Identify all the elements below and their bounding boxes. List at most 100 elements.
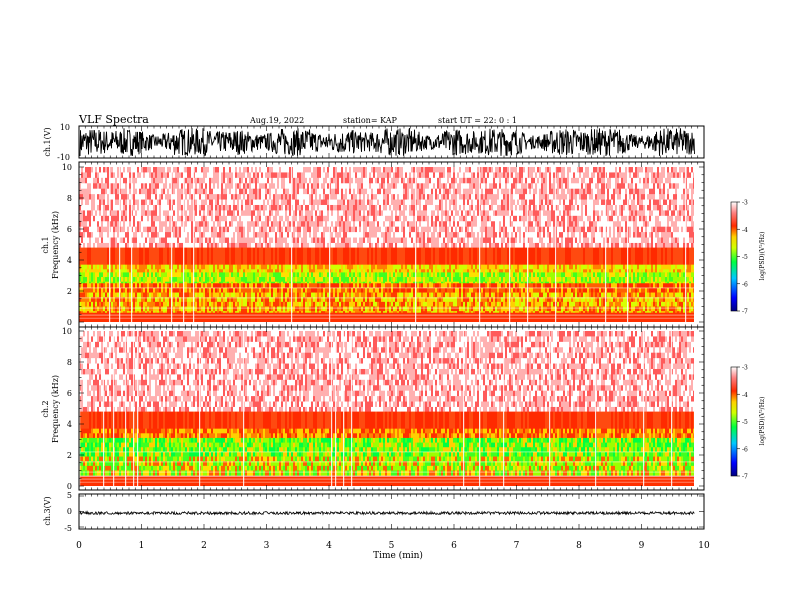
psd-cell <box>341 297 343 303</box>
psd-cell <box>113 287 115 294</box>
psd-cell <box>205 306 207 312</box>
psd-cell <box>365 188 367 195</box>
psd-cell <box>303 172 305 179</box>
psd-cell <box>229 167 231 173</box>
psd-cell <box>375 221 377 228</box>
psd-cell <box>225 204 227 211</box>
psd-cell <box>105 312 107 322</box>
psd-cell <box>181 301 183 307</box>
psd-cell <box>223 232 225 239</box>
psd-cell <box>103 247 105 266</box>
psd-cell <box>349 242 351 249</box>
psd-cell <box>221 210 223 217</box>
psd-cell <box>83 199 85 206</box>
psd-cell <box>253 277 255 283</box>
psd-cell <box>341 172 343 179</box>
psd-cell <box>283 232 285 239</box>
psd-cell <box>343 264 345 270</box>
psd-cell <box>209 183 211 190</box>
psd-cell <box>111 242 113 249</box>
psd-cell <box>273 269 275 275</box>
psd-cell <box>135 312 137 322</box>
psd-cell <box>129 232 131 239</box>
psd-cell <box>181 232 183 239</box>
psd-cell <box>201 277 203 283</box>
psd-cell <box>323 226 325 233</box>
psd-cell <box>137 247 139 266</box>
psd-cell <box>347 167 349 173</box>
psd-cell <box>151 287 153 294</box>
psd-cell <box>353 183 355 190</box>
psd-cell <box>79 232 81 239</box>
psd-cell <box>375 226 377 233</box>
psd-cell <box>249 237 251 244</box>
psd-cell <box>355 172 357 179</box>
psd-cell <box>121 226 123 233</box>
psd-cell <box>169 237 171 244</box>
psd-cell <box>265 194 267 201</box>
psd-cell <box>185 194 187 201</box>
psd-cell <box>227 194 229 201</box>
psd-cell <box>337 301 339 307</box>
psd-cell <box>323 306 325 312</box>
psd-cell <box>251 292 253 298</box>
psd-cell <box>115 226 117 233</box>
psd-cell <box>149 167 151 173</box>
psd-cell <box>247 297 249 303</box>
psd-cell <box>251 264 253 270</box>
psd-cell <box>127 312 129 322</box>
psd-cell <box>359 177 361 184</box>
psd-cell <box>205 301 207 307</box>
psd-cell <box>187 269 189 275</box>
psd-cell <box>83 247 85 266</box>
psd-cell <box>283 272 285 278</box>
psd-cell <box>247 177 249 184</box>
psd-cell <box>275 272 277 278</box>
psd-cell <box>125 292 127 298</box>
psd-cell <box>289 237 291 244</box>
psd-cell <box>211 283 213 289</box>
psd-cell <box>249 172 251 179</box>
psd-cell <box>337 167 339 173</box>
psd-cell <box>351 167 353 173</box>
psd-cell <box>211 277 213 283</box>
psd-cell <box>317 204 319 211</box>
psd-cell <box>211 204 213 211</box>
psd-cell <box>103 194 105 201</box>
psd-cell <box>379 210 381 217</box>
psd-cell <box>241 292 243 298</box>
psd-cell <box>167 194 169 201</box>
psd-cell <box>127 215 129 222</box>
psd-cell <box>85 272 87 278</box>
psd-cell <box>121 215 123 222</box>
psd-cell <box>265 272 267 278</box>
psd-cell <box>107 306 109 312</box>
psd-cell <box>145 226 147 233</box>
psd-cell <box>149 297 151 303</box>
psd-cell <box>261 210 263 217</box>
psd-cell <box>321 210 323 217</box>
psd-cell <box>235 232 237 239</box>
psd-cell <box>331 264 333 270</box>
psd-cell <box>323 264 325 270</box>
psd-cell <box>321 204 323 211</box>
psd-cell <box>95 247 97 266</box>
psd-cell <box>259 204 261 211</box>
psd-cell <box>307 237 309 244</box>
psd-cell <box>153 215 155 222</box>
psd-cell <box>303 269 305 275</box>
psd-cell <box>195 242 197 249</box>
psd-cell <box>127 297 129 303</box>
psd-cell <box>261 232 263 239</box>
psd-cell <box>245 272 247 278</box>
psd-cell <box>137 204 139 211</box>
psd-cell <box>201 283 203 289</box>
psd-cell <box>325 312 327 322</box>
psd-cell <box>235 272 237 278</box>
psd-cell <box>215 247 217 266</box>
psd-cell <box>89 277 91 283</box>
psd-cell <box>113 188 115 195</box>
psd-cell <box>289 226 291 233</box>
psd-cell <box>283 199 285 206</box>
psd-cell <box>179 199 181 206</box>
